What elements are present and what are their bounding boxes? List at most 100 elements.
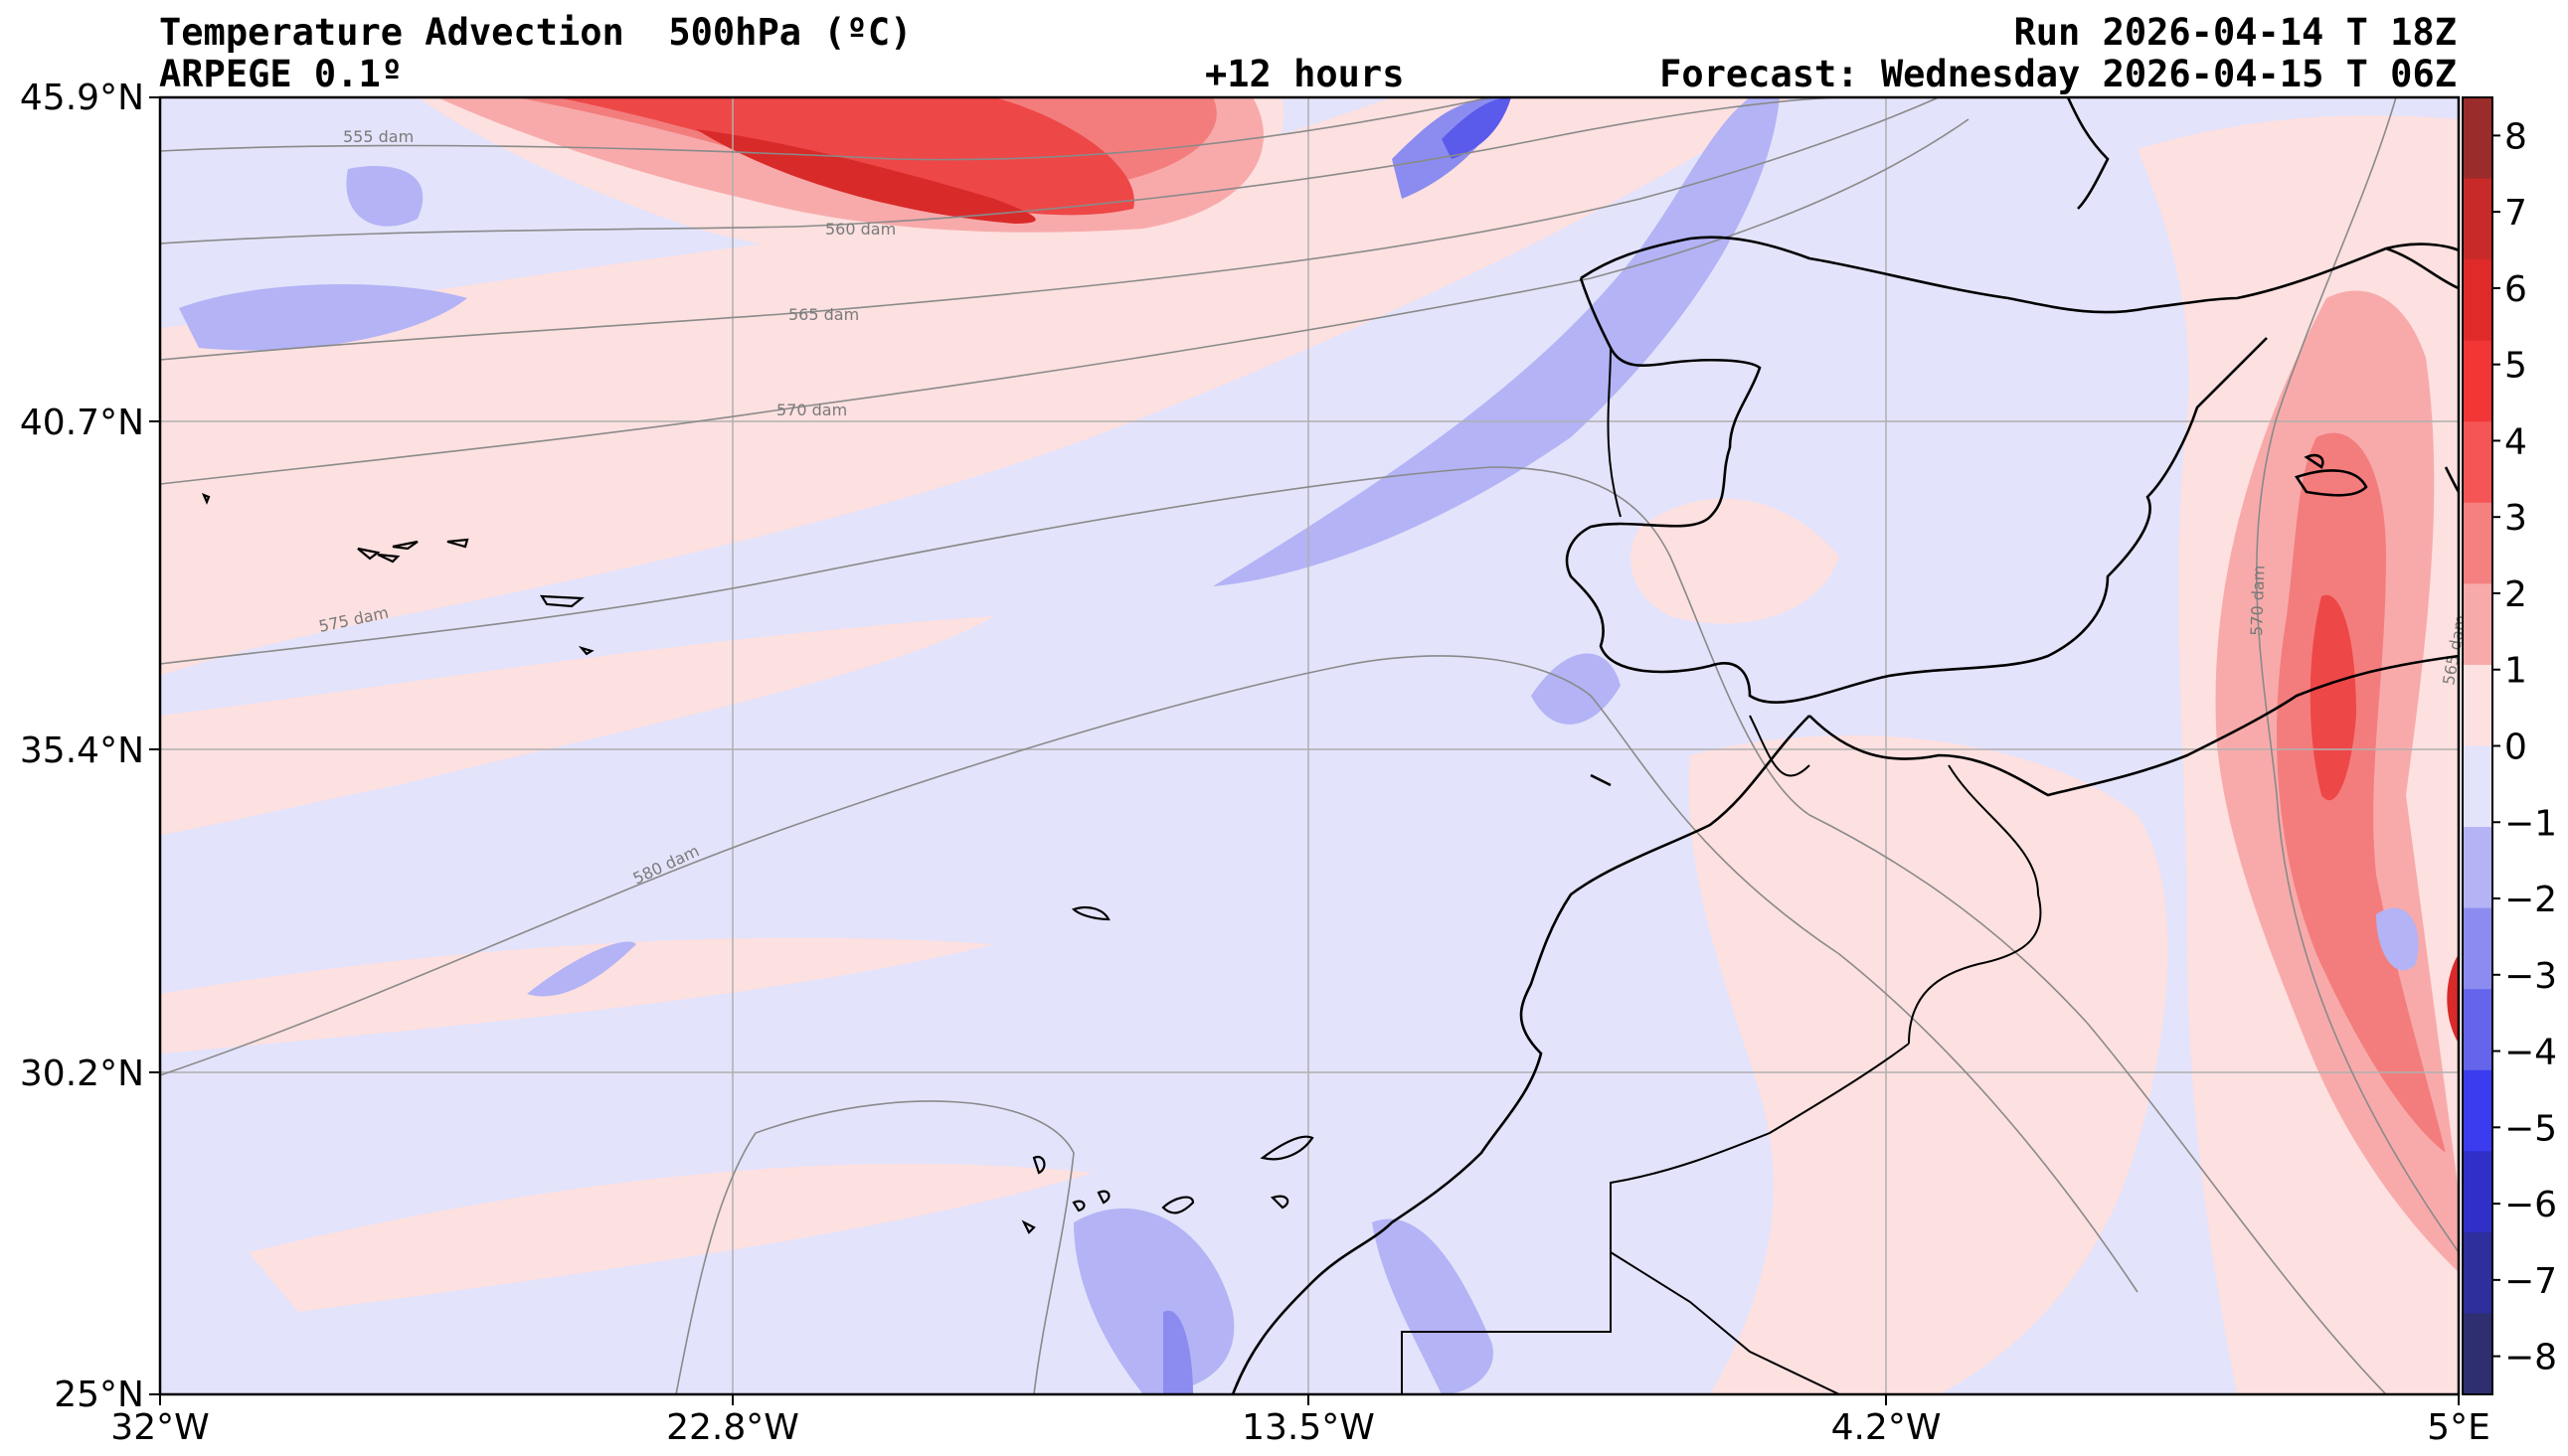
north-africa-coast [1808,654,2459,797]
canary-island [1072,1200,1086,1213]
iberian-peninsula-coast [1565,277,2268,705]
cool-core-deep [1442,97,1511,159]
lat-tick-label: 30.2°N [20,1053,144,1094]
border-morocco-ws [1610,1043,1910,1252]
colorbar-segment [2463,827,2492,909]
lat-tick-label: 40.7°N [20,403,144,443]
warm-core-east-edge [2447,954,2459,1044]
canary-island [1270,1195,1289,1210]
canary-island [1260,1135,1314,1161]
run-label: Run 2026-04-14 T 18Z [2013,11,2457,54]
azores-island [377,553,401,564]
colorbar-segment [2463,1069,2492,1152]
colorbar-tick-label: −3 [2504,956,2557,997]
model-label: ARPEGE 0.1º [159,53,404,95]
cool-patch-northwest [179,284,467,351]
lat-axis: 45.9°N 40.7°N 35.4°N 30.2°N 25°N [20,78,144,1415]
colorbar-tick-label: 5 [2504,346,2527,387]
lon-tick-label: 5°E [2427,1407,2490,1448]
north-coast-iberia [1580,236,2459,314]
canary-island [1032,1155,1046,1175]
contour-label: 570 dam [776,401,847,419]
france-coast [2066,97,2110,210]
colorbar-segment [2463,178,2492,260]
colorbar-segment [2463,340,2492,422]
azores-island [539,594,585,608]
border-ws-mauritania [1401,1252,1612,1394]
border-spain-portugal [1607,347,1622,518]
height-contours [160,97,2459,1394]
colorbar-tick-label: −2 [2504,880,2557,920]
colorbar-segment [2463,745,2492,828]
colorbar-segment [2463,907,2492,990]
canary-island [1161,1196,1195,1214]
azores-island [357,547,381,561]
colorbar-tick-label: 4 [2504,421,2527,462]
islands [201,492,1314,1234]
colorbar-tick-label: 3 [2504,498,2527,539]
azores-island [201,492,211,505]
madeira-island [1071,905,1111,921]
colorbar-segment [2463,1313,2492,1395]
coastlines [1231,97,2459,1394]
colorbar-segment [2463,421,2492,504]
forecast-label: Forecast: Wednesday 2026-04-15 T 06Z [1659,53,2457,95]
cool-core-canaries [1163,1310,1193,1394]
cool-patch-canaries [1074,1208,1235,1394]
warm-patch-southwest [249,1164,1094,1312]
colorbar-tick-label: 2 [2504,574,2527,615]
colorbar-segment [2463,97,2492,180]
lon-tick-label: 13.5°W [1242,1407,1375,1448]
lead-time-label: +12 hours [1205,53,1405,95]
cool-patch-2 [346,166,424,227]
azores-island [446,538,469,549]
contour-label: 570 dam [2247,565,2268,636]
azores-island [392,540,419,551]
balearic-island [2294,469,2368,497]
border-morocco-algeria [1908,764,2042,1045]
warm-band-north [160,97,1790,676]
warm-band-south [160,937,994,1053]
cool-streak-diagonal [1213,97,1780,586]
colorbar-tick-label: −1 [2504,803,2557,844]
colorbar-tick-label: −6 [2504,1185,2557,1225]
colorbar-segment [2463,1231,2492,1314]
advection-field [160,97,2459,1394]
contour-label: 565 dam [788,305,859,324]
map-title: Temperature Advection 500hPa (ºC) [159,11,913,54]
lon-axis: 32°W 22.8°W 13.5°W 4.2°W 5°E [110,1407,2490,1448]
colorbar-tick-label: −4 [2504,1033,2557,1073]
colorbar-tick-label: 7 [2504,193,2527,234]
borders [1401,347,2042,1394]
colorbar-segment [2463,259,2492,342]
lat-tick-label: 35.4°N [20,730,144,771]
contour-label: 555 dam [343,127,414,146]
colorbar-segment [2463,664,2492,746]
colorbar-segment [2463,502,2492,584]
gulf-coast [2385,246,2459,290]
cool-streak-small [527,941,636,997]
warm-patch-iberia [1630,498,1839,624]
colorbar [2463,97,2492,1395]
border-morocco-algeria-north [1749,715,1810,777]
lat-tick-label: 45.9°N [20,78,144,118]
contour-label: 560 dam [825,220,896,239]
colorbar-tick-label: 1 [2504,651,2527,692]
colorbar-tick-label: −7 [2504,1261,2557,1302]
balearic-island-small [2304,453,2324,469]
warm-band-mid [160,616,994,835]
ceuta [1590,773,1612,787]
canary-island [1021,1219,1036,1234]
axis-ticks [149,96,2460,1405]
colorbar-segment [2463,989,2492,1071]
colorbar-segment [2463,583,2492,666]
lat-tick-label: 25°N [54,1375,144,1415]
cool-patch-sahara [1372,1218,1493,1394]
colorbar-tick-label: 6 [2504,269,2527,310]
lon-tick-label: 32°W [110,1407,209,1448]
morocco-coast [1231,715,1810,1394]
border-mauritania-algeria [1610,1251,1840,1394]
colorbar-tick-label: −8 [2504,1338,2557,1378]
lon-tick-label: 22.8°W [666,1407,799,1448]
